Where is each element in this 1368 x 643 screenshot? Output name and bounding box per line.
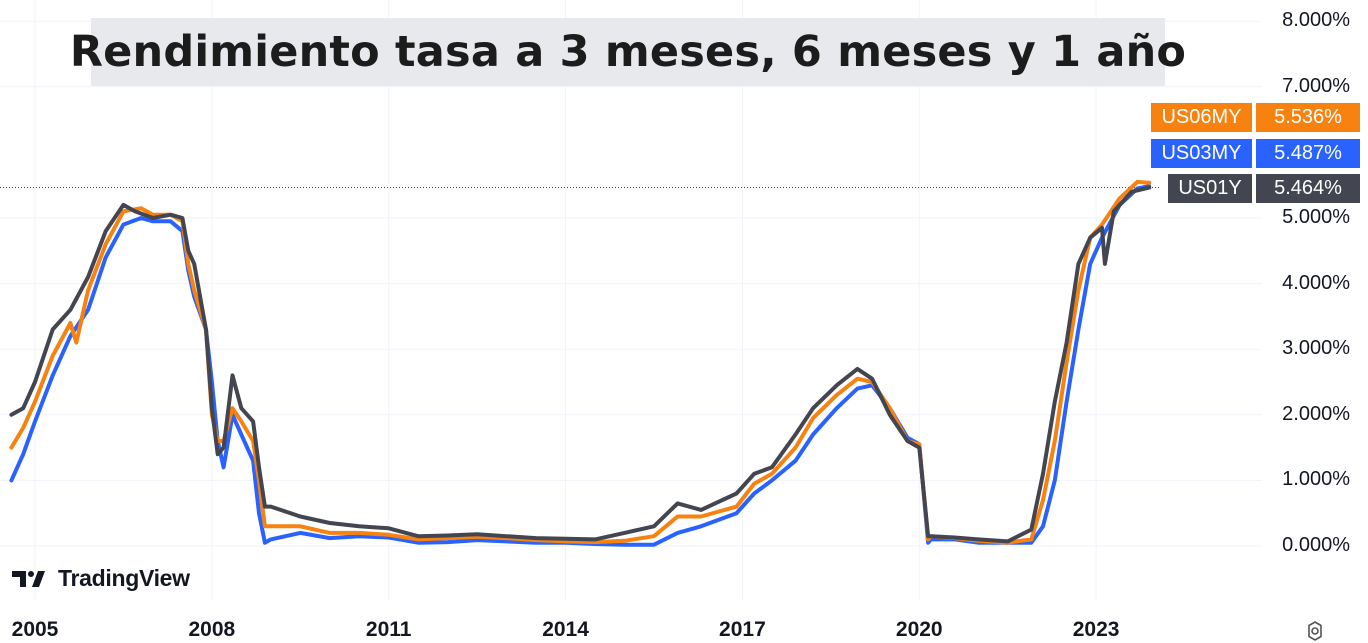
x-tick-label: 2023 [1072, 618, 1120, 641]
chart-title: Rendimiento tasa a 3 meses, 6 meses y 1 … [69, 27, 1187, 77]
series-name-badge: US03MY [1151, 139, 1252, 168]
x-tick-label: 2005 [11, 618, 59, 641]
x-tick-label: 2008 [188, 618, 236, 641]
series-value-badge: 5.536% [1256, 103, 1360, 132]
y-tick-label: 2.000% [1282, 402, 1350, 425]
y-tick-label: 0.000% [1282, 534, 1350, 556]
series-value-badge: 5.487% [1256, 139, 1360, 168]
series-name-badge: US06MY [1151, 103, 1252, 132]
series-lines [9, 179, 1152, 547]
tradingview-brand: TradingView [58, 565, 190, 591]
gear-icon[interactable] [1305, 621, 1325, 641]
chart-title-box: Rendimiento tasa a 3 meses, 6 meses y 1 … [70, 18, 1186, 86]
x-tick-label: 2020 [895, 618, 943, 641]
series-name-badge: US01Y [1168, 174, 1252, 203]
tradingview-logo-icon [12, 570, 45, 587]
tradingview-logo[interactable]: TradingView [12, 565, 190, 592]
series-line-us03my [9, 184, 1152, 547]
series-value-badge: 5.464% [1256, 174, 1360, 203]
y-tick-label: 8.000% [1282, 9, 1350, 32]
x-tick-label: 2014 [542, 618, 589, 641]
y-tick-label: 4.000% [1282, 271, 1350, 294]
series-line-us01y [9, 185, 1152, 544]
y-tick-label: 5.000% [1282, 206, 1350, 228]
x-tick-label: 2017 [719, 618, 766, 641]
y-tick-label: 7.000% [1282, 74, 1350, 97]
y-tick-label: 1.000% [1282, 468, 1350, 491]
x-tick-label: 2011 [365, 618, 412, 641]
y-tick-label: 3.000% [1282, 337, 1350, 360]
